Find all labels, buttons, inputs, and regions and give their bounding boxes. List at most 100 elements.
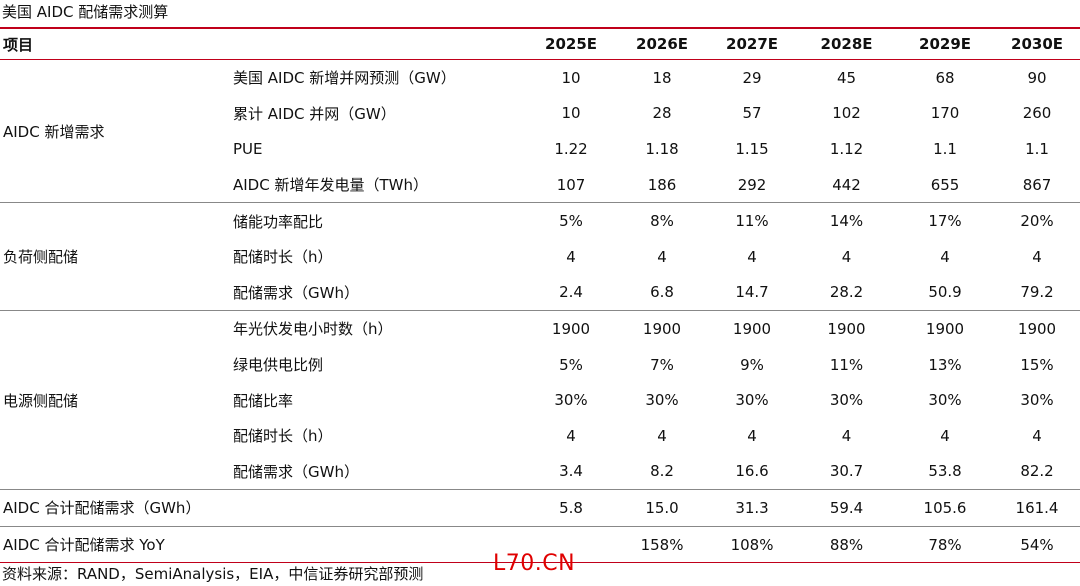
value-cell: 4: [940, 247, 950, 266]
value-cell: 50.9: [896, 274, 995, 312]
row-label: 配储时长（h）: [233, 427, 333, 446]
value-cell: 867: [994, 166, 1080, 204]
row-label: 配储需求（GWh）: [225, 453, 526, 491]
header-year: 2029E: [896, 29, 995, 60]
value-cell: 16.6: [707, 453, 798, 491]
value-cell: 8%: [650, 212, 674, 231]
table-row: PUE 1.22 1.18 1.15 1.12 1.1 1.1: [0, 131, 1080, 167]
value-cell: 3.4: [525, 453, 618, 491]
value-cell: 1900: [642, 319, 682, 338]
value-cell: 10: [561, 68, 581, 87]
value-cell: 1900: [1017, 319, 1057, 338]
group-label: 电源侧配储: [0, 310, 225, 491]
table-row: AIDC 新增需求 美国 AIDC 新增并网预测（GW） 10 18 29 45 68 90: [0, 59, 1080, 204]
value-cell: 1.1: [1025, 139, 1049, 158]
value-cell: 14.7: [707, 274, 798, 312]
value-cell: 5%: [559, 355, 583, 374]
value-cell: 1900: [551, 319, 591, 338]
row-label: 储能功率配比: [233, 212, 324, 231]
group-label: AIDC 新增需求: [0, 59, 225, 204]
table-row: 配储需求（GWh） 2.4 6.8 14.7 28.2 50.9 79.2: [0, 274, 1080, 312]
header-year: 2030E: [994, 29, 1080, 60]
value-cell: 9%: [740, 355, 764, 374]
value-cell: 5.8: [525, 489, 618, 527]
value-cell: 68: [935, 68, 955, 87]
header-year: 2027E: [707, 29, 798, 60]
value-cell: 30%: [645, 391, 679, 410]
value-cell: 292: [707, 166, 798, 204]
value-cell: 15.0: [617, 489, 708, 527]
value-cell: 8.2: [617, 453, 708, 491]
value-cell: 53.8: [896, 453, 995, 491]
row-label: 美国 AIDC 新增并网预测（GW）: [233, 69, 456, 88]
value-cell: 17%: [928, 212, 962, 231]
value-cell: 4: [841, 247, 852, 266]
value-cell: 655: [896, 166, 995, 204]
value-cell: 108%: [707, 526, 798, 564]
value-cell: 442: [797, 166, 897, 204]
value-cell: 6.8: [617, 274, 708, 312]
value-cell: 158%: [617, 526, 708, 564]
value-cell: 260: [1022, 104, 1052, 123]
value-cell: 30%: [554, 391, 588, 410]
header-year: 2026E: [617, 29, 708, 60]
value-cell: 82.2: [994, 453, 1080, 491]
row-label: 配储需求（GWh）: [225, 274, 526, 312]
row-label: 年光伏发电小时数（h）: [233, 320, 393, 339]
value-cell: 1.22: [554, 139, 588, 158]
value-cell: 102: [832, 104, 861, 123]
header-year: 2028E: [797, 29, 897, 60]
value-cell: 4: [940, 426, 950, 445]
value-cell: 4: [1032, 426, 1042, 445]
value-cell: 18: [652, 68, 672, 87]
value-cell: 161.4: [994, 489, 1080, 527]
value-cell: [525, 526, 618, 564]
value-cell: 28.2: [797, 274, 897, 312]
value-cell: 78%: [896, 526, 995, 564]
table-row: AIDC 新增年发电量（TWh） 107 186 292 442 655 867: [0, 166, 1080, 204]
value-cell: 11%: [735, 212, 769, 231]
value-cell: 31.3: [707, 489, 798, 527]
value-cell: 90: [1027, 68, 1047, 87]
value-cell: 4: [566, 426, 576, 445]
value-cell: 13%: [928, 355, 962, 374]
table-title: 美国 AIDC 配储需求测算: [2, 3, 169, 21]
value-cell: 11%: [829, 355, 864, 374]
value-cell: 1900: [732, 319, 772, 338]
value-cell: 57: [742, 104, 762, 123]
value-cell: 170: [930, 104, 960, 123]
value-cell: 5%: [559, 212, 583, 231]
value-cell: 30%: [829, 391, 864, 410]
value-cell: 20%: [1020, 212, 1054, 231]
value-cell: 54%: [994, 526, 1080, 564]
table-row: 配储比率 30% 30% 30% 30% 30% 30%: [0, 382, 1080, 418]
row-label: 配储时长（h）: [233, 248, 333, 267]
table-row: 电源侧配储 年光伏发电小时数（h） 1900 1900 1900 1900 1900 1900: [0, 310, 1080, 491]
value-cell: 14%: [829, 212, 864, 231]
value-cell: 59.4: [797, 489, 897, 527]
table-row: 配储需求（GWh） 3.4 8.2 16.6 30.7 53.8 82.2: [0, 453, 1080, 491]
value-cell: 4: [657, 426, 667, 445]
value-cell: 29: [742, 68, 762, 87]
value-cell: 79.2: [994, 274, 1080, 312]
table-row: 累计 AIDC 并网（GW） 10 28 57 102 170 260: [0, 96, 1080, 132]
value-cell: 30%: [928, 391, 962, 410]
value-cell: 10: [561, 104, 581, 123]
value-cell: 88%: [797, 526, 897, 564]
row-label: 配储比率: [233, 391, 294, 410]
header-row: 项目 2025E 2026E 2027E 2028E 2029E 2030E: [0, 29, 1080, 60]
table-row: 配储时长（h） 4 4 4 4 4 4: [0, 418, 1080, 454]
value-cell: 1.18: [645, 139, 679, 158]
value-cell: 30%: [735, 391, 769, 410]
value-cell: 45: [836, 68, 857, 87]
total-label: AIDC 合计配储需求 YoY: [0, 526, 526, 564]
forecast-table: 项目 2025E 2026E 2027E 2028E 2029E 2030E A…: [0, 29, 1080, 564]
header-item: 项目: [0, 29, 526, 60]
top-rule: [0, 27, 1080, 29]
table-row: 配储时长（h） 4 4 4 4 4 4: [0, 239, 1080, 275]
value-cell: 1.1: [933, 139, 957, 158]
total-row: AIDC 合计配储需求 YoY 158% 108% 88% 78% 54%: [0, 526, 1080, 564]
value-cell: 4: [747, 426, 757, 445]
value-cell: 4: [747, 247, 757, 266]
value-cell: 30.7: [797, 453, 897, 491]
